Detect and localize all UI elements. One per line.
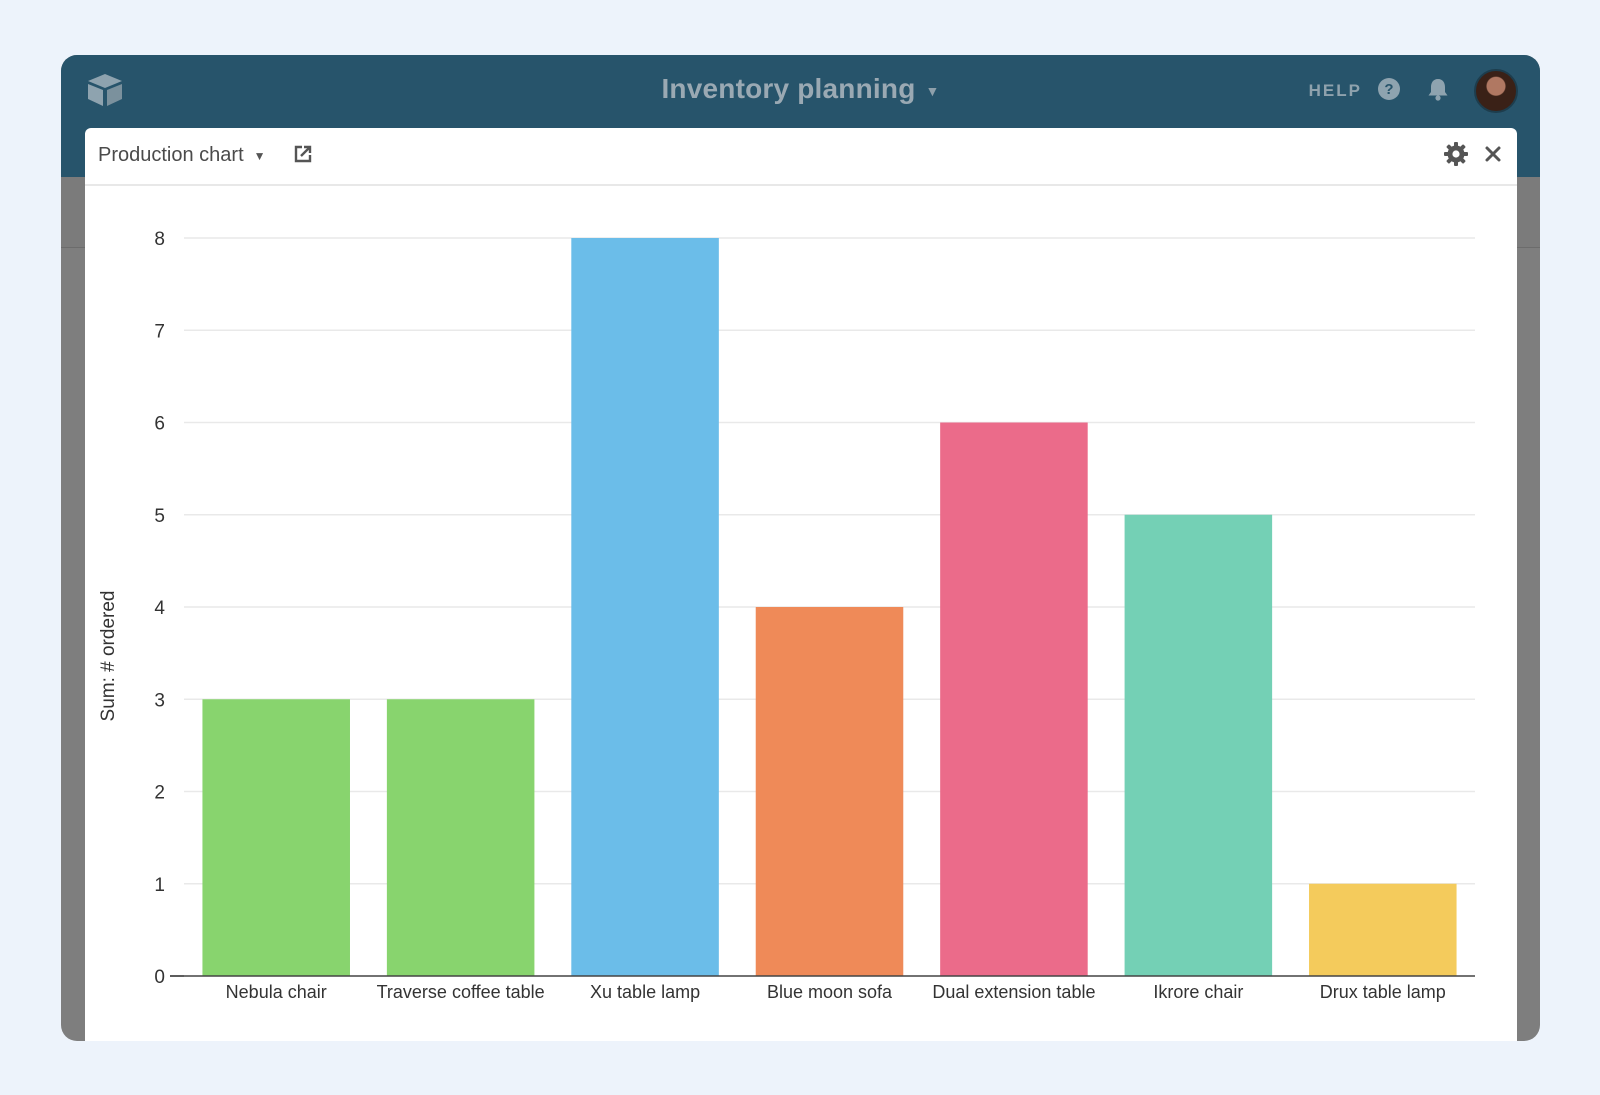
y-tick-label: 6 [154,414,165,435]
bar [1124,514,1273,976]
avatar[interactable] [1474,69,1518,113]
gear-icon[interactable] [1443,141,1469,167]
y-tick-label: 4 [154,598,165,619]
external-link-icon[interactable] [293,144,313,164]
question-circle-icon[interactable]: ? [1377,77,1401,101]
y-tick-label: 1 [154,875,165,896]
y-tick-label: 7 [154,321,165,342]
chart-panel: Production chart ▼ [85,128,1517,1041]
x-tick-label: Xu table lamp [590,982,700,1002]
chevron-down-icon: ▼ [253,148,266,163]
bar-chart: 0 1 2 3 4 5 6 7 8 Nebula chair Traverse coffee tab… [154,229,1475,1002]
y-tick-label: 5 [154,506,165,527]
base-title-text: Inventory planning [661,73,916,104]
y-tick-label: 8 [154,229,165,250]
close-icon[interactable] [1483,144,1503,164]
bar [386,699,535,976]
chart-name-dropdown[interactable]: Production chart ▼ [98,144,266,167]
chart-area: Sum: # ordered 0 1 2 3 4 5 6 7 8 Nebula chair Trav… [85,186,1517,1041]
chevron-down-icon: ▼ [925,82,940,99]
top-bar: Inventory planning ▼ HELP ? [61,55,1540,177]
bar [755,607,904,976]
x-tick-label: Drux table lamp [1320,982,1446,1002]
bar [1309,883,1457,976]
bar [202,699,350,976]
y-tick-label: 0 [154,967,165,988]
base-title[interactable]: Inventory planning ▼ [61,73,1540,105]
bar [571,238,719,976]
x-tick-label: Ikrore chair [1153,982,1243,1002]
y-tick-label: 2 [154,783,165,804]
help-link[interactable]: HELP [1308,81,1362,100]
x-tick-label: Blue moon sofa [767,982,893,1002]
bell-icon[interactable] [1425,76,1451,102]
panel-header: Production chart ▼ [85,128,1517,186]
chart-name-label: Production chart [98,144,244,166]
x-tick-label: Dual extension table [932,982,1095,1002]
x-tick-label: Nebula chair [226,982,327,1002]
svg-text:?: ? [1384,81,1393,98]
cube-logo-icon[interactable] [85,72,125,108]
x-tick-label: Traverse coffee table [377,982,545,1002]
bar [940,422,1088,976]
y-tick-label: 3 [154,690,165,711]
